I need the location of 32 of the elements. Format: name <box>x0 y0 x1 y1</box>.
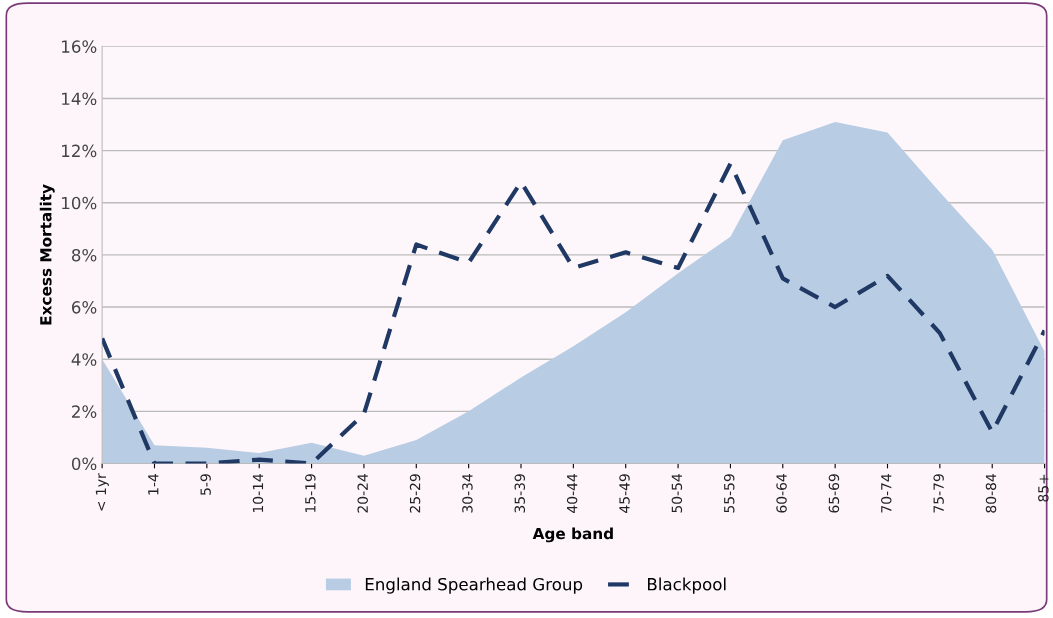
x-tick-label: 15-19 <box>305 474 316 513</box>
y-tick-label: 12% <box>62 144 97 158</box>
x-tick-label: 80-84 <box>985 474 997 513</box>
x-tick-label: 60-64 <box>776 474 787 513</box>
y-tick-label: 16% <box>62 40 97 53</box>
x-tick-label: 65-69 <box>828 474 840 513</box>
y-tick-label: 0% <box>71 457 97 471</box>
x-tick-label: < 1yr <box>95 473 109 511</box>
x-tick-label: 5-9 <box>200 474 211 495</box>
x-tick-label: 1-4 <box>148 474 159 495</box>
x-tick-label: 50-54 <box>671 474 683 513</box>
legend-label: Blackpool <box>648 577 726 594</box>
x-axis-title: Age band <box>532 527 613 543</box>
x-tick-label: 20-24 <box>357 474 368 513</box>
y-tick-label: 4% <box>71 353 97 366</box>
x-tick-label: 85+ <box>1038 474 1049 502</box>
x-tick-label: 25-29 <box>409 474 421 513</box>
x-tick-label: 10-14 <box>252 474 264 513</box>
x-tick-label: 40-44 <box>566 474 578 513</box>
y-tick-label: 6% <box>72 301 97 314</box>
x-tick-label: 75-79 <box>933 474 944 513</box>
legend-label: England Spearhead Group <box>365 577 583 594</box>
y-axis-title: Excess Mortality <box>39 184 55 325</box>
x-tick-label: 70-74 <box>881 474 892 513</box>
y-tick-label: 8% <box>71 248 97 262</box>
y-tick-label: 14% <box>62 92 97 106</box>
x-tick-label: 35-39 <box>514 474 526 513</box>
x-tick-label: 55-59 <box>723 474 735 513</box>
y-tick-label: 10% <box>62 196 97 210</box>
y-tick-label: 2% <box>72 405 97 418</box>
x-tick-label: 45-49 <box>619 474 630 513</box>
x-tick-label: 30-34 <box>462 474 473 513</box>
